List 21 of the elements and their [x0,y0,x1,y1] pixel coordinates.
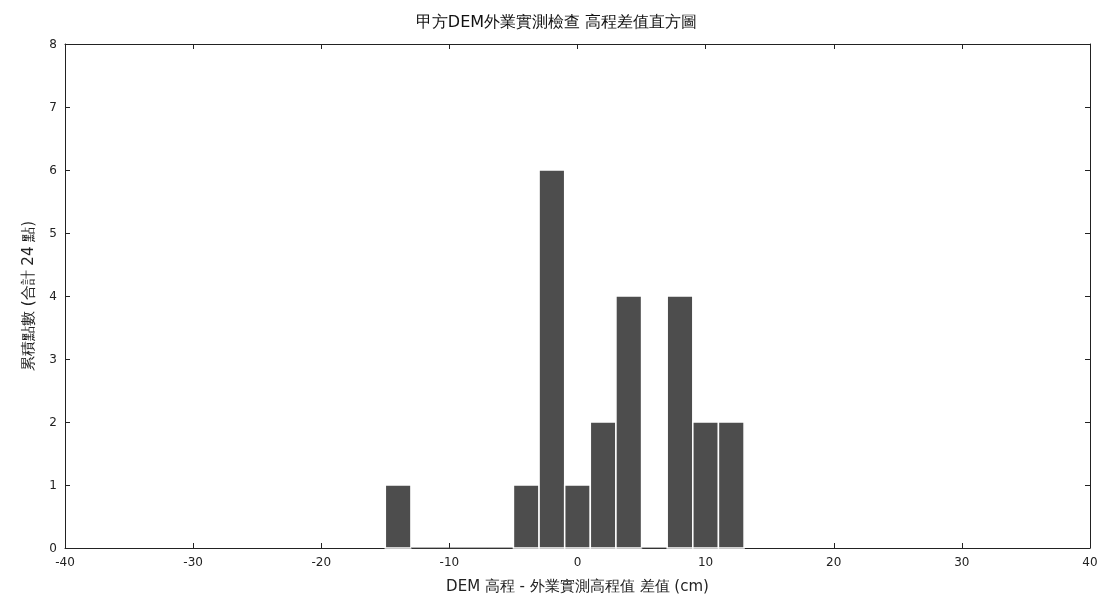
x-tick-label: 20 [826,555,842,569]
x-tick-label: -10 [439,555,460,569]
chart-title: 甲方DEM外業實測檢查 高程差值直方圖 [415,11,698,31]
y-tick-label: 0 [49,541,57,555]
y-axis-title: 累積點數 (合計 24 點) [18,220,37,372]
y-tick-label: 8 [49,37,57,51]
y-tick-label: 2 [49,415,57,429]
y-tick-label: 3 [49,352,57,366]
y-tick-label: 1 [49,478,57,492]
x-axis-title: DEM 高程 - 外業實測高程值 差值 (cm) [446,576,709,595]
x-tick-label: 10 [697,555,714,569]
x-tick-label: 40 [1082,555,1098,569]
x-tick-label: 0 [573,555,582,569]
y-tick-label: 7 [49,100,57,114]
x-tick-label: -30 [183,555,203,569]
x-tick-label: -40 [55,555,75,569]
x-tick-label: 30 [954,555,970,569]
y-tick-label: 4 [49,289,57,303]
y-tick-label: 6 [49,163,57,177]
x-tick-label: -20 [311,555,332,569]
y-tick-label: 5 [49,226,57,240]
